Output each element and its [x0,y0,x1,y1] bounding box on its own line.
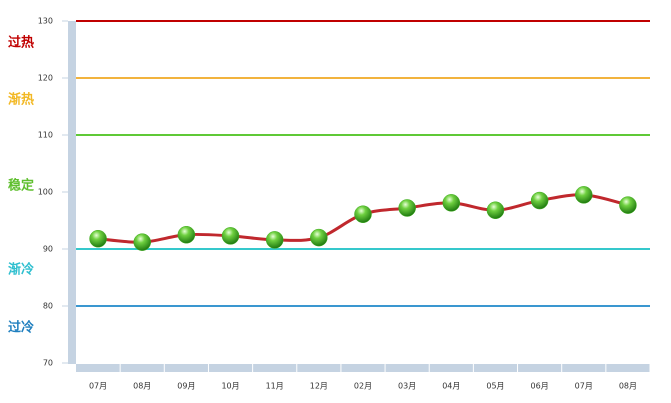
y-tick-label: 100 [38,188,53,197]
y-tick-label: 80 [43,302,53,311]
point-marker [133,233,151,251]
point-marker [89,229,107,248]
zone-label: 过热 [8,35,34,51]
point-marker [530,191,549,210]
x-tick-label: 06月 [531,382,549,391]
point-marker [619,196,637,214]
zone-label: 过冷 [8,320,34,336]
point-marker [265,231,284,249]
point-marker [310,228,328,247]
zone-label: 渐热 [8,92,34,108]
point-marker [354,205,372,223]
point-marker [177,226,196,244]
x-tick-label: 08月 [133,382,151,391]
point-marker [575,186,593,204]
point-marker [221,227,240,245]
x-axis-band [76,364,650,372]
y-tick-label: 120 [38,74,53,83]
point-marker [442,194,461,212]
y-tick-label: 90 [43,245,53,254]
zone-label: 稳定 [8,178,34,194]
y-tick-label: 70 [43,359,53,368]
point-marker [398,199,416,217]
x-tick-label: 09月 [177,382,195,391]
x-tick-label: 05月 [486,382,504,391]
x-tick-label: 10月 [221,382,239,391]
x-tick-label: 02月 [354,382,372,391]
y-tick-label: 130 [38,17,53,26]
x-tick-label: 07月 [575,382,593,391]
point-marker [486,201,505,219]
x-tick-label: 08月 [619,382,637,391]
x-tick-label: 04月 [442,382,460,391]
x-tick-label: 07月 [89,382,107,391]
x-tick-label: 03月 [398,382,416,391]
zone-label: 渐冷 [8,262,34,278]
y-tick-label: 110 [38,131,53,140]
x-tick-label: 12月 [310,382,328,391]
y-axis-band [68,21,76,364]
x-tick-label: 11月 [266,382,284,391]
